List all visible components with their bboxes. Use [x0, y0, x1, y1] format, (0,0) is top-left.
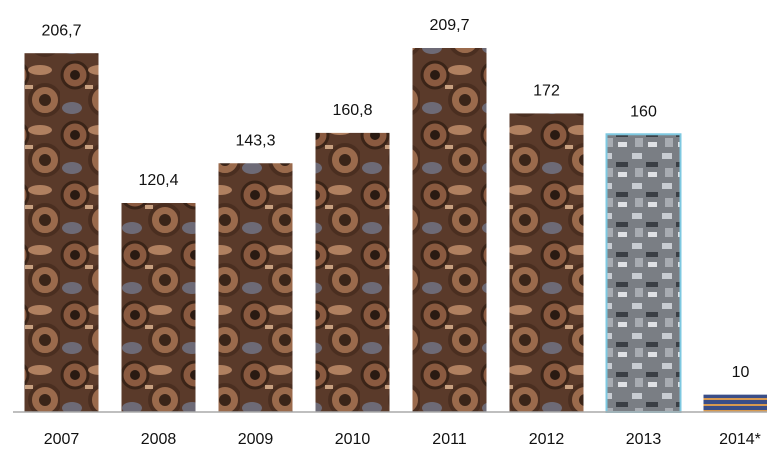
- value-label: 209,7: [429, 17, 469, 34]
- x-tick-label: 2008: [141, 431, 177, 448]
- value-label: 172: [533, 83, 560, 100]
- value-label: 160,8: [332, 102, 372, 119]
- bar: [24, 53, 99, 413]
- x-tick-label: 2007: [44, 431, 80, 448]
- bar: [315, 132, 390, 412]
- x-tick-label: 2010: [335, 431, 371, 448]
- value-label: 120,4: [138, 172, 178, 189]
- value-label: 160: [630, 103, 657, 120]
- bar: [412, 48, 487, 412]
- value-label: 206,7: [41, 22, 81, 39]
- x-tick-label: 2014*: [719, 431, 761, 448]
- x-tick-label: 2009: [238, 431, 274, 448]
- value-label: 10: [732, 364, 750, 381]
- bar: [509, 113, 584, 412]
- x-tick-label: 2011: [432, 431, 467, 448]
- bar: [218, 163, 293, 412]
- bar: [121, 203, 196, 412]
- bar: [703, 394, 767, 412]
- plot-area: [24, 48, 767, 414]
- bar: [605, 133, 682, 414]
- value-label: 143,3: [235, 132, 275, 149]
- x-tick-label: 2013: [626, 431, 662, 448]
- x-tick-label: 2012: [529, 431, 565, 448]
